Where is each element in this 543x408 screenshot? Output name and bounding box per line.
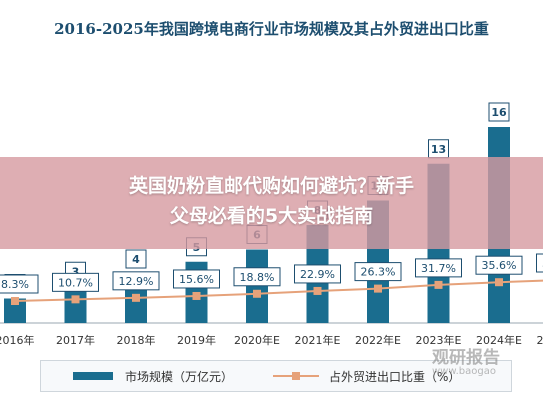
bar-1 xyxy=(64,286,87,323)
article-title-overlay[interactable]: 英国奶粉直邮代购如何避坑？新手 父母必看的5大实战指南 xyxy=(0,157,543,249)
ratio-value-label-7: 31.7% xyxy=(421,262,456,275)
ratio-label-box-6 xyxy=(354,262,402,282)
legend-bar-label: 市场规模（万亿元） xyxy=(125,370,234,384)
ratio-value-label-4: 18.8% xyxy=(240,271,275,284)
watermark-url: www.baogao xyxy=(432,366,496,377)
ratio-label-box-8 xyxy=(475,255,523,275)
ratio-point-1 xyxy=(71,295,80,304)
ratio-value-label-8: 35.6% xyxy=(482,259,517,272)
bar-value-label-1: 3 xyxy=(72,265,80,278)
ratio-label-box-9 xyxy=(536,253,543,273)
legend-item-bar: 市场规模（万亿元） xyxy=(73,368,233,385)
ratio-value-label-3: 15.6% xyxy=(179,273,214,286)
legend-bar-swatch xyxy=(73,372,113,380)
bar-value-label-8: 16 xyxy=(491,106,507,119)
bar-0 xyxy=(4,298,26,323)
ratio-label-box-0 xyxy=(0,274,39,294)
chart-legend: 市场规模（万亿元） 占外贸进出口比重（%） xyxy=(40,360,512,392)
ratio-value-label-2: 12.9% xyxy=(119,275,154,288)
overlay-headline: 英国奶粉直邮代购如何避坑？新手 父母必看的5大实战指南 xyxy=(0,171,543,231)
bar-label-box-8 xyxy=(488,102,510,122)
ratio-label-box-3 xyxy=(173,269,220,289)
ratio-point-5 xyxy=(313,286,322,295)
legend-line-label: 占外贸进出口比重（%） xyxy=(329,370,461,384)
x-tick-label-3: 2019年 xyxy=(177,333,216,347)
ratio-label-box-4 xyxy=(233,267,281,287)
ratio-point-0 xyxy=(11,297,19,305)
ratio-point-2 xyxy=(132,293,140,302)
legend-line-marker xyxy=(292,372,300,380)
x-tick-label-0: 2016年 xyxy=(0,333,35,347)
x-tick-label-8: 2024年E xyxy=(476,333,522,347)
ratio-label-box-5 xyxy=(294,264,341,284)
ratio-value-label-1: 10.7% xyxy=(58,276,93,289)
x-tick-label-5: 2021年E xyxy=(295,333,341,347)
ratio-point-6 xyxy=(374,284,382,293)
ratio-value-label-6: 26.3% xyxy=(361,266,396,279)
ratio-point-4 xyxy=(253,289,261,298)
ratio-point-7 xyxy=(434,280,443,289)
ratio-label-box-2 xyxy=(112,271,160,291)
ratio-label-box-1 xyxy=(52,272,99,292)
ratio-point-3 xyxy=(192,291,201,300)
ratio-line xyxy=(14,279,543,302)
x-tick-label-1: 2017年 xyxy=(56,333,95,347)
ratio-value-label-0: 8.3% xyxy=(1,278,29,291)
ratio-label-box-7 xyxy=(415,258,462,278)
bar-value-label-2: 4 xyxy=(132,253,140,266)
bar-label-box-2 xyxy=(125,249,147,269)
chart-title: 2016-2025年我国跨境电商行业市场规模及其占外贸进出口比重 xyxy=(54,20,489,38)
ratio-point-8 xyxy=(495,278,503,287)
x-tick-label-4: 2020年E xyxy=(234,333,280,347)
legend-item-line: 占外贸进出口比重（%） xyxy=(273,368,460,385)
ratio-value-label-5: 22.9% xyxy=(300,268,335,281)
x-tick-label-2: 2018年 xyxy=(117,333,156,347)
overlay-line-2: 父母必看的5大实战指南 xyxy=(169,205,374,227)
watermark-logo: 观研报告 xyxy=(432,348,500,368)
x-tick-label-9: 2025年E xyxy=(537,333,543,347)
bar-value-label-7: 13 xyxy=(431,143,446,156)
overlay-line-1: 英国奶粉直邮代购如何避坑？新手 xyxy=(128,175,414,197)
x-tick-label-7: 2023年E xyxy=(416,333,462,347)
x-tick-label-6: 2022年E xyxy=(355,333,401,347)
